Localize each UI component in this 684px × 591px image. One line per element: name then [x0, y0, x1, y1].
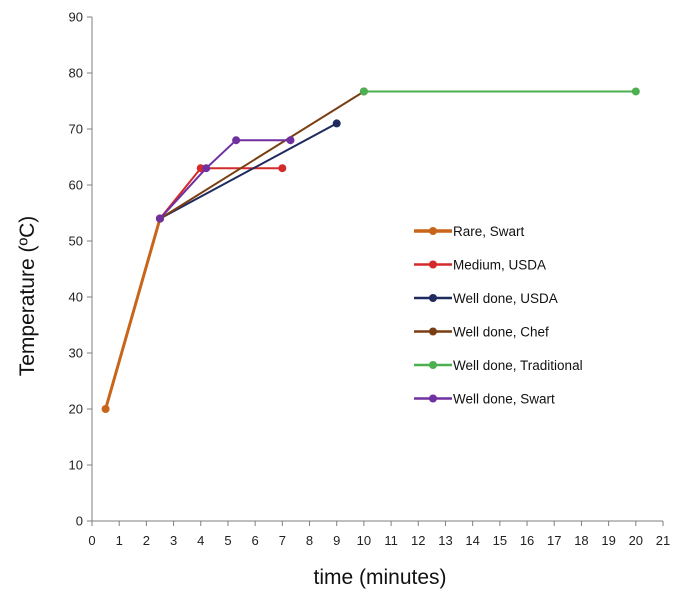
series-well-done-traditional	[359, 87, 640, 96]
x-tick-label: 7	[279, 533, 286, 548]
data-point	[332, 119, 341, 128]
data-point	[155, 214, 164, 223]
x-tick-label: 6	[252, 533, 259, 548]
series-well-done-usda	[155, 119, 341, 223]
axes	[91, 17, 663, 522]
x-tick-label: 14	[465, 533, 479, 548]
x-tick-label: 21	[656, 533, 670, 548]
x-tick-label: 9	[333, 533, 340, 548]
x-tick-label: 16	[520, 533, 534, 548]
series-medium-usda	[155, 164, 287, 223]
y-tick-label: 90	[69, 10, 83, 25]
legend-item: Medium, USDA	[414, 258, 546, 273]
y-tick-label: 20	[69, 402, 83, 417]
x-axis-title: time (minutes)	[313, 566, 446, 589]
legend: Rare, Swart Medium, USDA Well done, USDA We…	[414, 224, 583, 407]
x-tick-label: 1	[116, 533, 123, 548]
x-tick-label: 5	[224, 533, 231, 548]
legend-item: Well done, Traditional	[414, 358, 583, 373]
x-tick-label: 2	[143, 533, 150, 548]
y-tick-label: 0	[76, 514, 83, 529]
legend-item: Well done, Swart	[414, 392, 555, 407]
x-tick-label: 19	[601, 533, 615, 548]
series-line	[104, 217, 162, 411]
x-tick-label: 12	[411, 533, 425, 548]
series-line	[158, 139, 292, 220]
x-tick-label: 0	[88, 533, 95, 548]
x-tick-label: 3	[170, 533, 177, 548]
legend-swatch-marker	[429, 327, 437, 336]
series-line	[158, 90, 365, 220]
y-axis-title: Temperature (ºC)	[16, 216, 39, 377]
y-tick-label: 50	[69, 234, 83, 249]
x-tick-label: 4	[197, 533, 204, 548]
data-point	[286, 136, 295, 145]
legend-swatch-marker	[429, 227, 437, 235]
series-line	[158, 122, 338, 220]
x-tick-label: 10	[357, 533, 371, 548]
x-tick-label: 13	[438, 533, 452, 548]
series-well-done-swart	[155, 136, 295, 223]
data-point	[202, 164, 211, 173]
legend-swatch-marker	[429, 294, 437, 302]
data-point	[631, 87, 640, 96]
plot-lines	[101, 87, 640, 413]
x-tick-label: 15	[493, 533, 507, 548]
y-tick-label: 70	[69, 122, 83, 137]
data-point	[278, 164, 287, 173]
series-well-done-chef	[155, 87, 368, 223]
x-tick-label: 11	[384, 533, 398, 548]
x-tick-label: 8	[306, 533, 313, 548]
legend-swatch-marker	[429, 260, 437, 269]
x-tick-label: 18	[574, 533, 588, 548]
data-point	[359, 87, 368, 96]
data-point	[232, 136, 241, 145]
legend-label: Well done, Chef	[453, 325, 549, 340]
y-tick-label: 80	[69, 66, 83, 81]
y-tick-label: 30	[69, 346, 83, 361]
x-tick-label: 20	[629, 533, 643, 548]
series-line	[158, 167, 284, 220]
legend-swatch-marker	[429, 394, 437, 403]
series-rare-swart	[101, 214, 164, 413]
y-tick-label: 40	[69, 290, 83, 305]
legend-label: Rare, Swart	[453, 224, 525, 239]
legend-label: Well done, Swart	[453, 392, 555, 407]
legend-swatch-marker	[429, 361, 437, 369]
x-axis-ticks: 0 1 2 3 4 5 6 7 8 9 10 11 12 13 14 15 16 17 18 19 20 21	[88, 521, 670, 548]
data-point	[101, 405, 110, 413]
x-tick-label: 17	[547, 533, 561, 548]
legend-item: Rare, Swart	[414, 224, 525, 239]
legend-label: Medium, USDA	[453, 258, 546, 273]
y-tick-label: 10	[69, 458, 83, 473]
legend-label: Well done, USDA	[453, 291, 558, 306]
legend-label: Well done, Traditional	[453, 358, 583, 373]
legend-item: Well done, USDA	[414, 291, 558, 306]
y-axis-ticks: 0 10 20 30 40 50 60 70 80 90	[69, 10, 92, 529]
y-tick-label: 60	[69, 178, 83, 193]
legend-item: Well done, Chef	[414, 325, 549, 340]
